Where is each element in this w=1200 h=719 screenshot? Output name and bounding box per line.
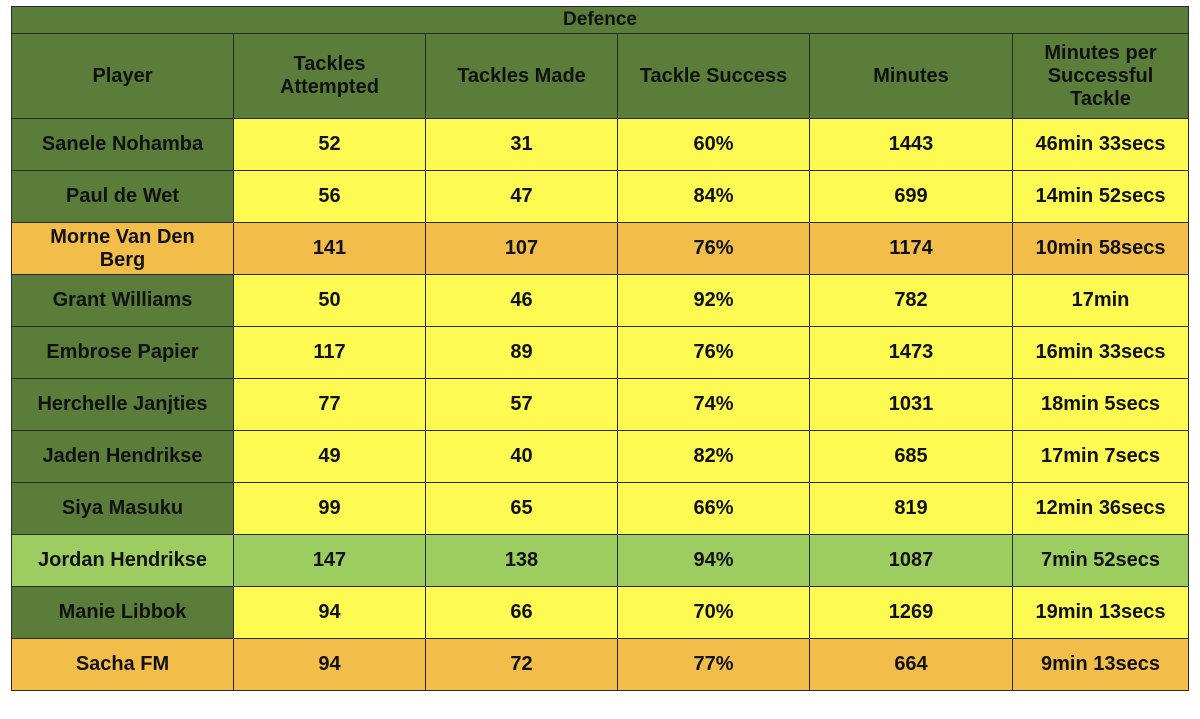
minutes-per-tackle-cell: 18min 5secs <box>1011 378 1190 431</box>
minutes-per-tackle-cell: 12min 36secs <box>1011 482 1190 535</box>
tackle-success-cell: 92% <box>617 274 810 327</box>
tackle-success-cell: 76% <box>617 326 810 379</box>
column-header-tackle-success: Tackle Success <box>617 33 810 119</box>
tackle-success-cell: 60% <box>617 118 810 171</box>
tackles-attempted-cell: 56 <box>233 170 426 223</box>
table-row: Jaden Hendrikse 49 40 82% 685 17min 7secs <box>11 430 1190 483</box>
tackles-attempted-cell: 52 <box>233 118 426 171</box>
minutes-per-tackle-cell: 17min 7secs <box>1011 430 1190 483</box>
table-row: Embrose Papier 117 89 76% 1473 16min 33secs <box>11 326 1190 379</box>
minutes-cell: 1031 <box>809 378 1013 431</box>
minutes-cell: 1269 <box>809 586 1013 639</box>
column-header-minutes-per-successful-tackle: Minutes per Successful Tackle <box>1011 33 1190 119</box>
tackles-made-cell: 66 <box>425 586 618 639</box>
tackles-made-cell: 57 <box>425 378 618 431</box>
defence-table-container: Defence Player Tackles Attempted Tackles… <box>10 6 1190 713</box>
player-cell: Jaden Hendrikse <box>11 430 234 483</box>
tackles-made-cell: 107 <box>425 222 618 275</box>
tackle-success-cell: 70% <box>617 586 810 639</box>
tackle-success-cell: 84% <box>617 170 810 223</box>
tackles-made-cell: 46 <box>425 274 618 327</box>
minutes-per-tackle-cell: 46min 33secs <box>1011 118 1190 171</box>
player-cell: Jordan Hendrikse <box>11 534 234 587</box>
tackles-attempted-cell: 50 <box>233 274 426 327</box>
tackles-attempted-cell: 49 <box>233 430 426 483</box>
player-cell: Herchelle Janjties <box>11 378 234 431</box>
tackles-made-cell: 31 <box>425 118 618 171</box>
minutes-cell: 1443 <box>809 118 1013 171</box>
table-row: Manie Libbok 94 66 70% 1269 19min 13secs <box>11 586 1190 639</box>
table-body: Sanele Nohamba 52 31 60% 1443 46min 33secs Pau… <box>11 118 1190 691</box>
minutes-cell: 1473 <box>809 326 1013 379</box>
table-row: Siya Masuku 99 65 66% 819 12min 36secs <box>11 482 1190 535</box>
minutes-cell: 699 <box>809 170 1013 223</box>
column-header-player: Player <box>11 33 234 119</box>
minutes-cell: 664 <box>809 638 1013 691</box>
player-cell: Grant Williams <box>11 274 234 327</box>
player-cell: Siya Masuku <box>11 482 234 535</box>
tackles-made-cell: 138 <box>425 534 618 587</box>
minutes-per-tackle-cell: 16min 33secs <box>1011 326 1190 379</box>
tackles-attempted-cell: 94 <box>233 586 426 639</box>
minutes-per-tackle-cell: 14min 52secs <box>1011 170 1190 223</box>
player-cell: Sacha FM <box>11 638 234 691</box>
tackles-attempted-cell: 77 <box>233 378 426 431</box>
table-row: Paul de Wet 56 47 84% 699 14min 52secs <box>11 170 1190 223</box>
player-cell: Sanele Nohamba <box>11 118 234 171</box>
tackles-made-cell: 47 <box>425 170 618 223</box>
table-row: Herchelle Janjties 77 57 74% 1031 18min 5secs <box>11 378 1190 431</box>
player-cell: Paul de Wet <box>11 170 234 223</box>
tackles-made-cell: 72 <box>425 638 618 691</box>
player-cell: Manie Libbok <box>11 586 234 639</box>
column-header-minutes: Minutes <box>809 33 1013 119</box>
header-row: Player Tackles Attempted Tackles Made Ta… <box>11 33 1190 119</box>
tackles-made-cell: 89 <box>425 326 618 379</box>
minutes-cell: 685 <box>809 430 1013 483</box>
minutes-per-tackle-cell: 19min 13secs <box>1011 586 1190 639</box>
minutes-cell: 819 <box>809 482 1013 535</box>
table-row: Sacha FM 94 72 77% 664 9min 13secs <box>11 638 1190 691</box>
minutes-per-tackle-cell: 9min 13secs <box>1011 638 1190 691</box>
minutes-cell: 1174 <box>809 222 1013 275</box>
tackle-success-cell: 82% <box>617 430 810 483</box>
player-cell: Embrose Papier <box>11 326 234 379</box>
minutes-cell: 782 <box>809 274 1013 327</box>
tackles-attempted-cell: 141 <box>233 222 426 275</box>
tackle-success-cell: 74% <box>617 378 810 431</box>
tackle-success-cell: 77% <box>617 638 810 691</box>
table-row: Jordan Hendrikse 147 138 94% 1087 7min 52secs <box>11 534 1190 587</box>
tackles-made-cell: 40 <box>425 430 618 483</box>
minutes-per-tackle-cell: 17min <box>1011 274 1190 327</box>
minutes-per-tackle-cell: 7min 52secs <box>1011 534 1190 587</box>
tackles-attempted-cell: 99 <box>233 482 426 535</box>
table-row: Grant Williams 50 46 92% 782 17min <box>11 274 1190 327</box>
column-header-tackles-made: Tackles Made <box>425 33 618 119</box>
tackle-success-cell: 66% <box>617 482 810 535</box>
player-cell: Morne Van Den Berg <box>11 222 234 275</box>
column-header-tackles-attempted: Tackles Attempted <box>233 33 426 119</box>
defence-table: Defence Player Tackles Attempted Tackles… <box>10 6 1190 691</box>
table-title: Defence <box>10 6 1190 34</box>
tackles-attempted-cell: 117 <box>233 326 426 379</box>
tackles-attempted-cell: 147 <box>233 534 426 587</box>
tackle-success-cell: 76% <box>617 222 810 275</box>
table-row: Sanele Nohamba 52 31 60% 1443 46min 33secs <box>11 118 1190 171</box>
tackles-made-cell: 65 <box>425 482 618 535</box>
minutes-per-tackle-cell: 10min 58secs <box>1011 222 1190 275</box>
tackle-success-cell: 94% <box>617 534 810 587</box>
table-row: Morne Van Den Berg 141 107 76% 1174 10min 58s… <box>11 222 1190 275</box>
tackles-attempted-cell: 94 <box>233 638 426 691</box>
minutes-cell: 1087 <box>809 534 1013 587</box>
title-row: Defence <box>10 6 1190 34</box>
